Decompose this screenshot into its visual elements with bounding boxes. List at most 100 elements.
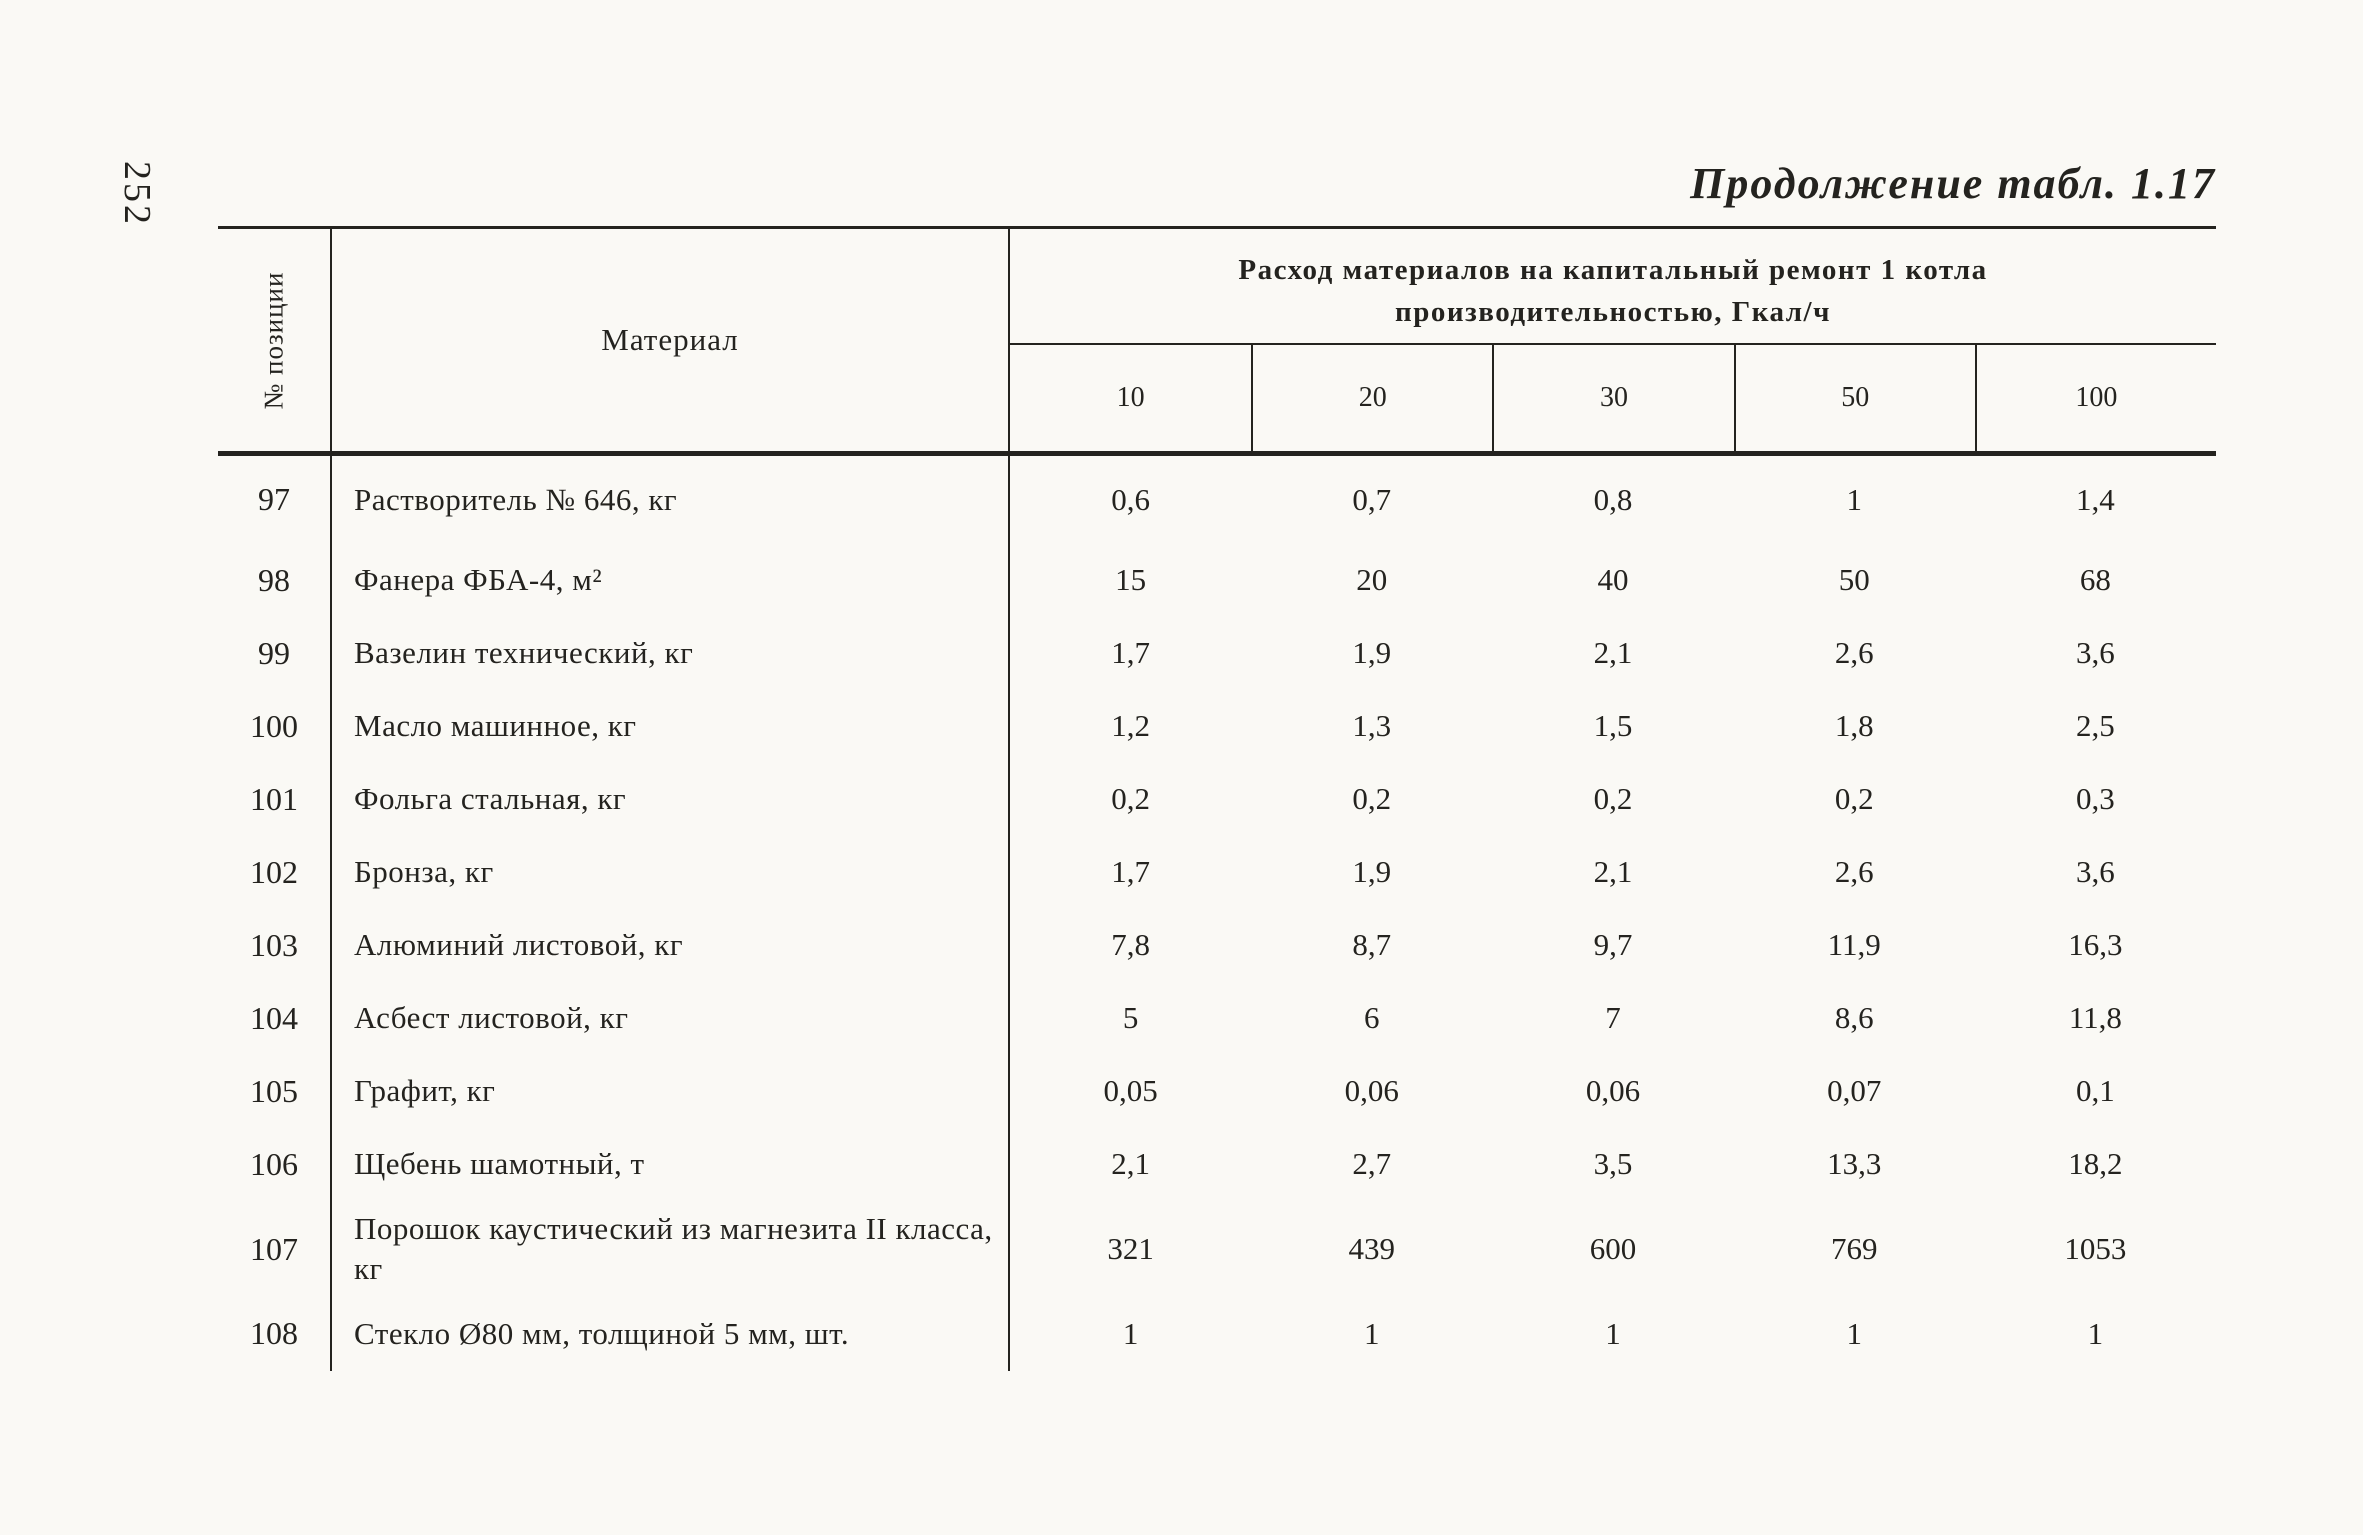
row-position: 99 [218,617,332,691]
row-value: 769 [1830,1231,1878,1267]
row-value: 7,8 [1111,927,1150,963]
row-position: 107 [218,1201,332,1298]
row-value: 1,8 [1834,708,1874,744]
group-header-line2: производительностью, Гкал/ч [1395,296,1831,329]
row-value: 1,4 [2076,481,2115,517]
column-header-position: № позиции [218,229,332,452]
row-value: 600 [1589,1231,1637,1267]
materials-consumption-table: № позиции Материал Расход материалов на … [218,226,2216,1371]
row-value: 3,6 [2076,854,2115,890]
column-header-position-label: № позиции [258,271,289,410]
row-value: 8,7 [1352,927,1392,963]
row-material: Асбест листовой, кг [332,982,1010,1056]
row-value: 8,6 [1834,1000,1874,1036]
row-position: 98 [218,544,332,618]
row-value: 0,2 [1352,781,1392,817]
row-value: 1,9 [1352,635,1392,671]
row-value: 2,1 [1593,854,1633,890]
table-row: 97 Растворитель № 646, кг 0,6 0,7 0,8 1 … [218,456,2216,545]
row-value: 439 [1348,1231,1396,1267]
row-position: 100 [218,690,332,764]
row-position: 105 [218,1055,332,1129]
row-value: 2,7 [1352,1146,1392,1182]
row-material: Растворитель № 646, кг [332,456,1010,545]
column-group-consumption: Расход материалов на капитальный ремонт … [1010,229,2216,452]
row-material: Алюминий листовой, кг [332,909,1010,983]
row-material: Щебень шамотный, т [332,1128,1010,1202]
row-value: 2,1 [1593,635,1633,671]
table-continuation-title: Продолжение табл. 1.17 [1690,159,2216,208]
row-value: 1 [2087,1316,2104,1352]
row-value: 2,6 [1834,635,1874,671]
row-value: 40 [1597,562,1629,598]
row-material: Порошок каустический из магнезита II кла… [332,1201,1010,1298]
row-value: 3,5 [1593,1146,1633,1182]
row-value: 1,7 [1111,635,1150,671]
table-row: 102 Бронза, кг 1,7 1,9 2,1 2,6 3,6 [218,836,2216,910]
column-header-capacity-30: 30 [1492,345,1733,452]
row-position: 108 [218,1297,332,1371]
row-value: 20 [1356,562,1388,598]
row-value: 1 [1122,1316,1139,1352]
table-header: № позиции Материал Расход материалов на … [218,229,2216,457]
row-material: Бронза, кг [332,836,1010,910]
table-row: 104 Асбест листовой, кг 5 6 7 8,6 11,8 [218,982,2216,1056]
row-material: Графит, кг [332,1055,1010,1129]
row-value: 0,05 [1103,1073,1158,1109]
group-header: Расход материалов на капитальный ремонт … [1010,229,2216,346]
table-row: 105 Графит, кг 0,05 0,06 0,06 0,07 0,1 [218,1055,2216,1129]
row-value: 16,3 [2068,927,2123,963]
row-value: 7 [1605,1000,1621,1036]
row-value: 1 [1364,1316,1380,1352]
row-value: 2,5 [2076,708,2115,744]
table-row: 99 Вазелин технический, кг 1,7 1,9 2,1 2… [218,617,2216,691]
table-row: 108 Стекло Ø80 мм, толщиной 5 мм, шт. 1 … [218,1297,2216,1371]
table-row: 100 Масло машинное, кг 1,2 1,3 1,5 1,8 2… [218,690,2216,764]
row-value: 15 [1115,562,1147,598]
row-position: 104 [218,982,332,1056]
row-value: 0,6 [1111,481,1150,517]
row-value: 1,9 [1352,854,1392,890]
row-value: 0,2 [1111,781,1150,817]
row-position: 103 [218,909,332,983]
row-value: 11,8 [2068,1000,2122,1036]
row-value: 0,8 [1593,481,1633,517]
row-value: 1 [1846,481,1862,517]
row-material: Масло машинное, кг [332,690,1010,764]
row-position: 101 [218,763,332,837]
column-header-material: Материал [332,229,1010,452]
row-value: 9,7 [1593,927,1633,963]
column-header-capacity-100: 100 [1974,345,2216,452]
row-material: Стекло Ø80 мм, толщиной 5 мм, шт. [332,1297,1010,1371]
row-value: 1 [1846,1316,1862,1352]
row-value: 50 [1838,562,1870,598]
row-value: 0,1 [2076,1073,2115,1109]
row-value: 13,3 [1827,1146,1882,1182]
row-value: 0,2 [1834,781,1874,817]
row-value: 1,3 [1352,708,1392,744]
row-material: Вазелин технический, кг [332,617,1010,691]
row-position: 97 [218,456,332,545]
row-value: 6 [1364,1000,1380,1036]
column-header-capacity-10: 10 [1116,382,1145,414]
row-value: 0,3 [2076,781,2115,817]
row-position: 106 [218,1128,332,1202]
group-header-line1: Расход материалов на капитальный ремонт … [1238,254,1988,286]
row-value: 0,2 [1593,781,1633,817]
page-number: 252 [116,161,158,227]
table-row: 101 Фольга стальная, кг 0,2 0,2 0,2 0,2 … [218,763,2216,837]
capacity-headers: 10 20 30 50 100 [1010,345,2216,452]
table-row: 98 Фанера ФБА-4, м² 15 20 40 50 68 [218,544,2216,618]
column-header-capacity-50: 50 [1733,345,1975,452]
row-value: 3,6 [2076,635,2115,671]
row-value: 11,9 [1827,927,1881,963]
row-value: 1 [1605,1316,1621,1352]
row-value: 2,1 [1111,1146,1150,1182]
row-position: 102 [218,836,332,910]
row-value: 1053 [2064,1231,2127,1267]
table-body: 97 Растворитель № 646, кг 0,6 0,7 0,8 1 … [218,456,2216,1371]
row-value: 2,6 [1834,854,1874,890]
row-value: 321 [1107,1231,1154,1267]
row-material: Фанера ФБА-4, м² [332,544,1010,618]
